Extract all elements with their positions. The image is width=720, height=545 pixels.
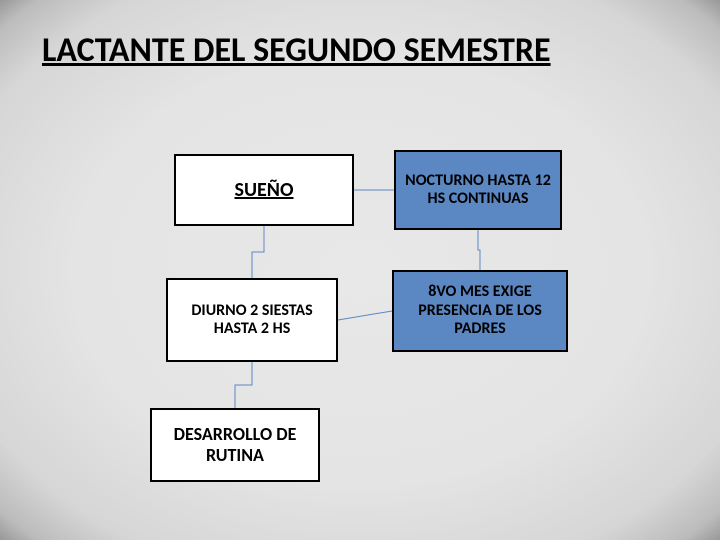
node-nocturno: NOCTURNO HASTA 12 HS CONTINUAS: [394, 150, 562, 230]
node-octavo: 8VO MES EXIGE PRESENCIA DE LOS PADRES: [392, 270, 568, 352]
node-diurno: DIURNO 2 SIESTAS HASTA 2 HS: [166, 278, 338, 362]
slide-background: [0, 0, 720, 540]
node-desarrollo: DESARROLLO DE RUTINA: [150, 408, 320, 482]
node-sueno-label: SUEÑO: [176, 177, 352, 204]
node-desarrollo-label: DESARROLLO DE RUTINA: [152, 422, 318, 467]
node-sueno: SUEÑO: [174, 154, 354, 226]
node-octavo-label: 8VO MES EXIGE PRESENCIA DE LOS PADRES: [394, 281, 566, 340]
node-diurno-label: DIURNO 2 SIESTAS HASTA 2 HS: [168, 300, 336, 341]
page-title: LACTANTE DEL SEGUNDO SEMESTRE: [42, 30, 551, 71]
node-nocturno-label: NOCTURNO HASTA 12 HS CONTINUAS: [396, 170, 560, 211]
